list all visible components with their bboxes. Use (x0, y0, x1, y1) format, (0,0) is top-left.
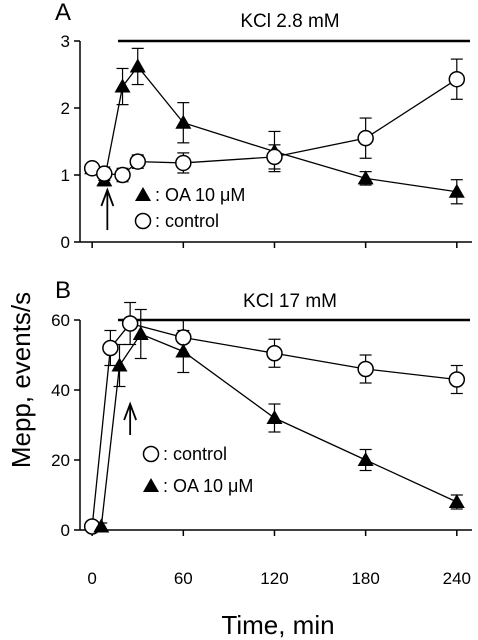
panel-a-legend-oa-marker (135, 187, 151, 201)
panel-a-condition-label: KCl 2.8 mM (240, 11, 339, 32)
panel-b: B KCl 17 mM 0 20 40 60 : control : OA 10 μM (51, 277, 472, 540)
panel-b-series-control-point (102, 339, 119, 357)
panel-a-series-control-point (175, 154, 192, 172)
panel-a-legend-control-label: : control (155, 211, 219, 231)
panel-b-series-oa-point (132, 326, 149, 340)
panel-a-series-oa-point (114, 78, 131, 93)
x-tick-label: 120 (260, 569, 288, 588)
x-tick-label: 60 (174, 569, 193, 588)
panel-b-legend-control-label: : control (163, 444, 227, 464)
panel-a-series-oa-point (175, 114, 192, 129)
panel-a-series-oa-point (129, 58, 146, 73)
panel-b-y-tick-label: 20 (51, 451, 70, 470)
panel-a-legend-oa-label: : OA 10 μM (155, 185, 245, 205)
panel-b-y-tick-label: 0 (61, 521, 70, 540)
panel-a-y-tick-label: 2 (61, 99, 70, 118)
panel-a-series-control-point (357, 129, 374, 147)
x-tick-label: 0 (87, 569, 96, 588)
panel-a-series-oa-point (357, 170, 374, 185)
panel-b-series-control-point (175, 329, 192, 346)
panel-b-arrowhead (123, 401, 137, 421)
panel-b-series-oa-line (100, 333, 458, 527)
panel-a: A KCl 2.8 mM 0 1 2 3 : OA 10 μM : control (55, 0, 472, 252)
panel-a-series-control-point (114, 166, 131, 184)
panel-a-y-tick-label: 1 (61, 166, 70, 185)
panel-b-series-oa-point (266, 410, 283, 424)
panel-b-y-tick-label: 40 (51, 381, 70, 400)
panel-a-series-control-point (96, 165, 113, 182)
x-axis-title: Time, min (221, 610, 334, 640)
x-tick-label: 240 (443, 569, 471, 588)
panel-b-condition-label: KCl 17 mM (243, 291, 337, 312)
panel-a-y-tick-label: 0 (61, 233, 70, 252)
panel-a-series-oa-point (448, 183, 465, 198)
panel-b-legend-oa-marker (143, 478, 159, 492)
panel-a-series-control-point (129, 153, 146, 170)
panel-a-legend-control-marker (134, 212, 152, 230)
panel-b-series-oa-point (448, 494, 465, 508)
panel-b-series-oa-point (175, 343, 192, 358)
panel-b-legend-control-marker (142, 445, 160, 463)
panel-b-series-control-point (357, 360, 374, 378)
panel-b-series-control-point (266, 345, 283, 362)
panel-a-y-tick-label: 3 (61, 32, 70, 51)
panel-b-series-oa-point (357, 452, 374, 466)
panel-a-series-control-point (448, 70, 466, 88)
panel-b-series-oa-point (111, 357, 128, 372)
panel-b-legend-oa-label: : OA 10 μM (163, 476, 253, 496)
y-axis-title: Mepp, events/s (6, 292, 36, 468)
panel-a-letter: A (55, 0, 71, 26)
x-tick-label: 180 (351, 569, 379, 588)
panel-a-series-control-point (266, 148, 283, 166)
panel-a-series-oa-line (91, 65, 457, 193)
panel-b-series-control-point (448, 371, 466, 388)
panel-b-y-tick-label: 60 (51, 311, 70, 330)
panel-b-series-oa-point (93, 518, 110, 533)
panel-b-series-control-point (121, 315, 139, 332)
panel-b-letter: B (55, 277, 71, 304)
panel-a-arrowhead (100, 187, 115, 207)
